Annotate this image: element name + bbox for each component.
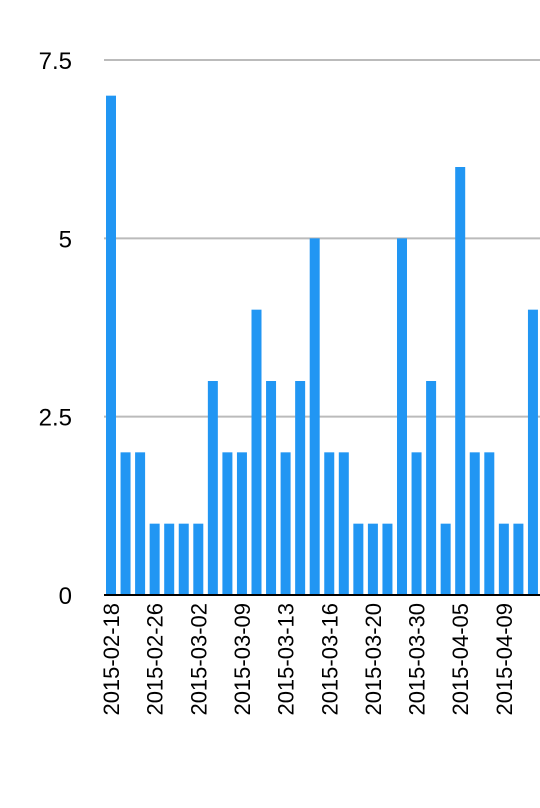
bar [309,238,320,596]
x-tick-label: 2015-02-26 [143,603,168,716]
bar [411,452,422,595]
bar [266,381,277,595]
bar [397,238,407,596]
bar [106,95,116,596]
bar [193,523,204,595]
bar [222,452,233,595]
x-tick-label: 2015-04-09 [492,603,517,716]
bar [207,381,218,595]
y-tick-label: 2.5 [39,405,72,432]
x-tick-label: 2015-03-20 [361,603,386,716]
x-tick-label: 2015-03-16 [317,603,342,716]
bar [484,452,495,595]
bar [353,523,364,595]
bar [135,452,146,595]
bar [295,381,306,595]
bar [120,452,131,595]
bar [440,523,451,595]
bar [236,452,247,595]
bar [426,381,437,595]
x-tick-label: 2015-04-05 [448,603,473,716]
x-tick-label: 2015-03-09 [230,603,255,716]
bar [367,523,378,595]
y-tick-label: 7.5 [39,48,72,75]
bar [455,167,466,595]
bar [178,523,189,595]
bar [251,309,262,595]
bar [469,452,480,595]
bar [280,452,291,595]
bar [338,452,349,595]
bar [149,523,160,595]
bar [164,523,175,595]
y-tick-label: 0 [59,583,72,610]
x-tick-label: 2015-03-02 [186,603,211,716]
bar [527,309,538,595]
bar [513,523,524,595]
x-tick-label: 2015-02-18 [99,603,124,716]
bar [382,523,393,595]
bar [324,452,335,595]
x-tick-label: 2015-03-13 [274,603,299,716]
x-tick-label: 2015-03-30 [405,603,430,716]
bar [498,523,509,595]
y-tick-label: 5 [59,226,72,253]
